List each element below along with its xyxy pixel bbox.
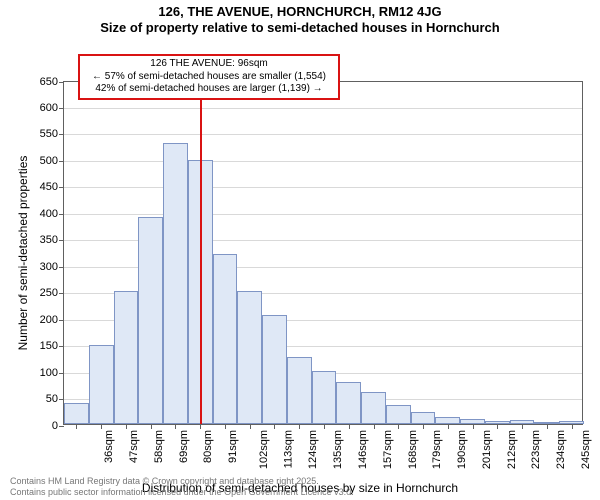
xtick-mark xyxy=(101,424,102,429)
title-line-2: Size of property relative to semi-detach… xyxy=(0,20,600,36)
ytick-label: 0 xyxy=(52,420,64,432)
xtick-mark xyxy=(274,424,275,429)
xtick-label: 47sqm xyxy=(128,430,140,463)
y-axis-label: Number of semi-detached properties xyxy=(16,81,30,425)
xtick-label: 201sqm xyxy=(481,430,493,469)
xtick-mark xyxy=(448,424,449,429)
xtick-label: 80sqm xyxy=(202,430,214,463)
annotation-line: 126 THE AVENUE: 96sqm xyxy=(84,58,334,71)
xtick-mark xyxy=(126,424,127,429)
annotation-line: 42% of semi-detached houses are larger (… xyxy=(84,83,334,96)
title-line-1: 126, THE AVENUE, HORNCHURCH, RM12 4JG xyxy=(0,4,600,20)
histogram-bar xyxy=(89,345,114,423)
ytick-label: 250 xyxy=(40,287,64,299)
histogram-bar xyxy=(361,392,386,424)
xtick-mark xyxy=(374,424,375,429)
footer-attribution: Contains HM Land Registry data © Crown c… xyxy=(10,476,354,498)
xtick-label: 190sqm xyxy=(456,430,468,469)
ytick-label: 150 xyxy=(40,340,64,352)
reference-line xyxy=(200,82,202,424)
xtick-label: 135sqm xyxy=(332,430,344,469)
xtick-mark xyxy=(349,424,350,429)
xtick-label: 58sqm xyxy=(153,430,165,463)
histogram-bar xyxy=(64,403,89,423)
xtick-mark xyxy=(250,424,251,429)
ytick-label: 550 xyxy=(40,128,64,140)
xtick-label: 179sqm xyxy=(431,430,443,469)
plot-area: 0501001502002503003504004505005506006503… xyxy=(63,81,583,425)
histogram-bar xyxy=(336,382,361,423)
xtick-mark xyxy=(299,424,300,429)
xtick-label: 168sqm xyxy=(407,430,419,469)
ytick-label: 400 xyxy=(40,208,64,220)
xtick-label: 212sqm xyxy=(506,430,518,469)
annotation-box: 126 THE AVENUE: 96sqm← 57% of semi-detac… xyxy=(78,54,340,100)
ytick-label: 650 xyxy=(40,76,64,88)
histogram-bar xyxy=(386,405,411,424)
ytick-label: 350 xyxy=(40,234,64,246)
histogram-bar xyxy=(114,291,139,423)
xtick-mark xyxy=(423,424,424,429)
xtick-mark xyxy=(200,424,201,429)
ytick-label: 50 xyxy=(46,393,64,405)
annotation-line: ← 57% of semi-detached houses are smalle… xyxy=(84,71,334,84)
xtick-label: 157sqm xyxy=(382,430,394,469)
xtick-mark xyxy=(572,424,573,429)
ytick-label: 600 xyxy=(40,102,64,114)
xtick-mark xyxy=(547,424,548,429)
gridline-h xyxy=(64,108,582,109)
footer-line-2: Contains public sector information licen… xyxy=(10,487,354,498)
gridline-h xyxy=(64,134,582,135)
xtick-label: 245sqm xyxy=(580,430,592,469)
gridline-h xyxy=(64,187,582,188)
histogram-bar xyxy=(213,254,238,423)
gridline-h xyxy=(64,214,582,215)
xtick-mark xyxy=(497,424,498,429)
histogram-bar xyxy=(237,291,262,423)
histogram-bar xyxy=(138,217,163,423)
xtick-label: 69sqm xyxy=(178,430,190,463)
xtick-label: 91sqm xyxy=(227,430,239,463)
xtick-label: 36sqm xyxy=(103,430,115,463)
ytick-label: 500 xyxy=(40,155,64,167)
xtick-label: 234sqm xyxy=(555,430,567,469)
ytick-label: 450 xyxy=(40,181,64,193)
xtick-label: 102sqm xyxy=(258,430,270,469)
xtick-label: 113sqm xyxy=(282,430,294,468)
xtick-mark xyxy=(522,424,523,429)
chart-title: 126, THE AVENUE, HORNCHURCH, RM12 4JG Si… xyxy=(0,0,600,37)
histogram-bar xyxy=(287,357,312,423)
ytick-label: 300 xyxy=(40,261,64,273)
ytick-label: 200 xyxy=(40,314,64,326)
ytick-label: 100 xyxy=(40,367,64,379)
xtick-mark xyxy=(76,424,77,429)
histogram-bar xyxy=(312,371,337,424)
xtick-mark xyxy=(151,424,152,429)
xtick-label: 223sqm xyxy=(530,430,542,469)
xtick-mark xyxy=(225,424,226,429)
footer-line-1: Contains HM Land Registry data © Crown c… xyxy=(10,476,354,487)
xtick-label: 146sqm xyxy=(357,430,369,469)
histogram-bar xyxy=(411,412,436,424)
xtick-mark xyxy=(473,424,474,429)
xtick-mark xyxy=(398,424,399,429)
xtick-label: 124sqm xyxy=(308,430,320,469)
xtick-mark xyxy=(324,424,325,429)
xtick-mark xyxy=(175,424,176,429)
gridline-h xyxy=(64,161,582,162)
histogram-bar xyxy=(163,143,188,423)
histogram-bar xyxy=(262,315,287,423)
